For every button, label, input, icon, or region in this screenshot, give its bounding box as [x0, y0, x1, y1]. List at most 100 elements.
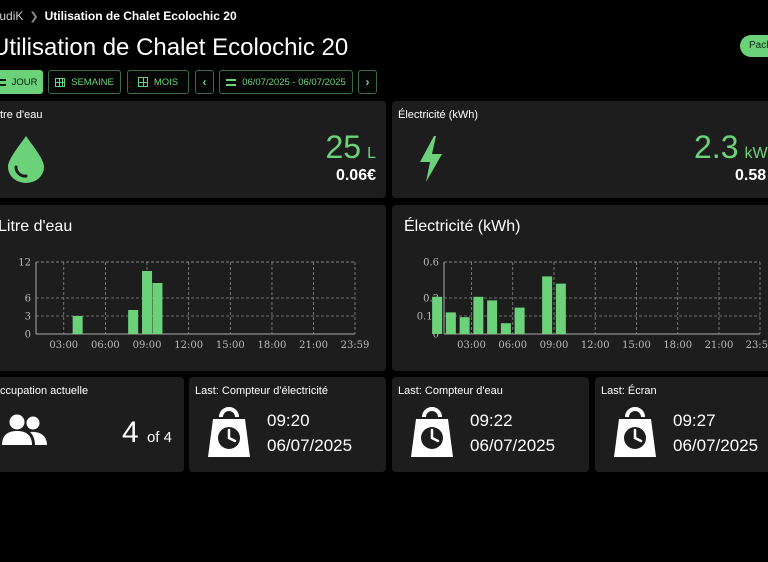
electricity-chart-y-tick-label: 0.15	[417, 312, 439, 323]
electricity-chart-x-tick-label: 06:00	[498, 340, 527, 351]
calendar-icon	[226, 78, 237, 86]
water-chart: 0 3 6 12 03:00 06:00 09:00 12:00 15:00 18:00 21:00…	[18, 258, 370, 352]
day-button[interactable]: JOUR	[0, 70, 43, 94]
electricity-chart-y-tick-label: 0.6	[423, 258, 439, 269]
electricity-chart-x-tick-label: 21:00	[705, 340, 734, 351]
electricity-chart-x-tick-label: 03:00	[457, 340, 486, 351]
electricity-chart-bar	[487, 300, 498, 334]
breadcrumb: oludiK ❯ Utilisation de Chalet Ecolochic…	[0, 8, 237, 24]
week-button-label: SEMAINE	[71, 76, 114, 88]
electricity-chart-y-tick-label: 0	[433, 330, 439, 341]
weight-clock-icon	[411, 407, 453, 457]
chevron-right-icon: ›	[365, 75, 370, 89]
water-chart-y-tick-label: 3	[25, 312, 31, 323]
water-value: 25 L	[326, 129, 377, 166]
water-chart-card: Litre d'eau 0 3 6 12 03:00 06:00 09:00 12:00 15:…	[0, 205, 386, 371]
people-icon	[2, 414, 47, 445]
electricity-chart-bar	[555, 283, 566, 334]
electricity-chart-bar	[542, 276, 553, 334]
page-title: Utilisation de Chalet Ecolochic 20	[0, 34, 349, 61]
lightning-icon	[420, 136, 442, 182]
breadcrumb-link-home[interactable]: oludiK	[0, 9, 24, 23]
water-summary-card: tre d'eau 25 L 0.06€	[0, 101, 386, 198]
last-screen-time: 09:27	[673, 411, 716, 430]
water-chart-x-tick-label: 03:00	[49, 340, 78, 351]
electricity-chart-title: Électricité (kWh)	[404, 218, 521, 235]
electricity-chart-x-tick-label: 09:00	[540, 340, 569, 351]
water-drop-icon	[8, 136, 44, 183]
last-electricity-label: Last: Compteur d'électricité	[195, 385, 328, 397]
electricity-summary-card: Électricité (kWh) 2.3 kW 0.58	[392, 101, 768, 198]
water-chart-y-tick-label: 6	[25, 294, 31, 305]
next-date-button[interactable]: ›	[358, 70, 377, 94]
last-water-time: 09:22	[470, 411, 513, 430]
pack-button[interactable]: Pack	[740, 35, 768, 57]
last-electricity-meter-card: Last: Compteur d'électricité 09:20 06/07…	[189, 377, 386, 472]
electricity-chart-bar	[432, 296, 443, 334]
water-chart-y-tick-label: 0	[25, 330, 31, 341]
list-icon	[0, 78, 6, 86]
electricity-chart-x-tick-label: 12:00	[581, 340, 610, 351]
occupancy-label: ccupation actuelle	[0, 385, 89, 397]
electricity-cost: 0.58	[735, 167, 767, 184]
last-electricity-time: 09:20	[267, 411, 310, 430]
water-chart-y-tick-label: 12	[18, 258, 31, 269]
weight-clock-icon	[208, 407, 250, 457]
occupancy-total: of 4	[146, 429, 172, 446]
weight-clock-icon	[614, 407, 656, 457]
electricity-chart-x-tick-label: 18:00	[663, 340, 692, 351]
breadcrumb-current: Utilisation de Chalet Ecolochic 20	[44, 9, 237, 23]
electricity-chart-x-tick-label: 15:00	[622, 340, 651, 351]
electricity-chart-bar	[445, 312, 456, 334]
day-button-label: JOUR	[11, 76, 38, 88]
electricity-chart-bar	[500, 323, 511, 334]
water-cost: 0.06€	[335, 167, 376, 184]
last-water-label: Last: Compteur d'eau	[398, 385, 503, 397]
water-value-number: 25	[325, 129, 362, 165]
water-chart-x-tick-label: 23:59	[341, 340, 370, 351]
water-chart-x-tick-label: 06:00	[91, 340, 120, 351]
water-chart-bar	[142, 271, 153, 334]
water-summary-label: tre d'eau	[0, 109, 43, 121]
occupancy-count-number: 4	[121, 416, 139, 449]
last-water-meter-card: Last: Compteur d'eau 09:22 06/07/2025	[392, 377, 589, 472]
last-screen-label: Last: Écran	[601, 385, 657, 397]
electricity-value-unit: kW	[744, 145, 768, 162]
last-water-date: 06/07/2025	[470, 436, 556, 455]
occupancy-count: 4 of 4	[122, 416, 172, 450]
electricity-chart-bar	[514, 307, 525, 334]
chevron-right-icon: ❯	[29, 10, 39, 23]
water-chart-x-tick-label: 09:00	[133, 340, 162, 351]
prev-date-button[interactable]: ‹	[195, 70, 214, 94]
water-chart-bar	[72, 316, 83, 334]
water-chart-x-tick-label: 18:00	[258, 340, 287, 351]
date-range-label: 06/07/2025 - 06/07/2025	[242, 76, 346, 88]
electricity-chart-card: Électricité (kWh) 0 0.15 0.3 0.6 03:00 06:00 0…	[392, 205, 768, 371]
electricity-chart: 0 0.15 0.3 0.6 03:00 06:00 09:00 12:00 15:00 18:0…	[417, 258, 768, 352]
water-chart-bar	[128, 310, 139, 334]
water-chart-bar	[152, 283, 163, 334]
electricity-chart-bar	[473, 296, 484, 334]
electricity-chart-bar	[459, 317, 470, 334]
chevron-left-icon: ‹	[202, 75, 207, 89]
month-calendar-icon	[137, 77, 148, 87]
water-chart-x-tick-label: 21:00	[299, 340, 328, 351]
month-button[interactable]: MOIS	[127, 70, 189, 94]
date-range-button[interactable]: 06/07/2025 - 06/07/2025	[219, 70, 353, 94]
water-chart-x-tick-label: 15:00	[216, 340, 245, 351]
electricity-value-number: 2.3	[694, 129, 739, 165]
electricity-value: 2.3 kW	[694, 129, 768, 166]
electricity-chart-x-tick-label: 23:59	[746, 340, 768, 351]
water-chart-title: Litre d'eau	[0, 218, 73, 235]
water-chart-x-tick-label: 12:00	[174, 340, 203, 351]
week-button[interactable]: SEMAINE	[48, 70, 121, 94]
electricity-chart-y-tick-label: 0.3	[423, 294, 439, 305]
occupancy-card: ccupation actuelle 4 of 4	[0, 377, 184, 472]
last-electricity-date: 06/07/2025	[267, 436, 353, 455]
electricity-summary-label: Électricité (kWh)	[398, 109, 479, 121]
month-button-label: MOIS	[153, 76, 179, 88]
water-value-unit: L	[367, 145, 376, 162]
last-screen-card: Last: Écran 09:27 06/07/2025	[595, 377, 768, 472]
last-screen-date: 06/07/2025	[673, 436, 759, 455]
week-calendar-icon	[55, 77, 66, 87]
